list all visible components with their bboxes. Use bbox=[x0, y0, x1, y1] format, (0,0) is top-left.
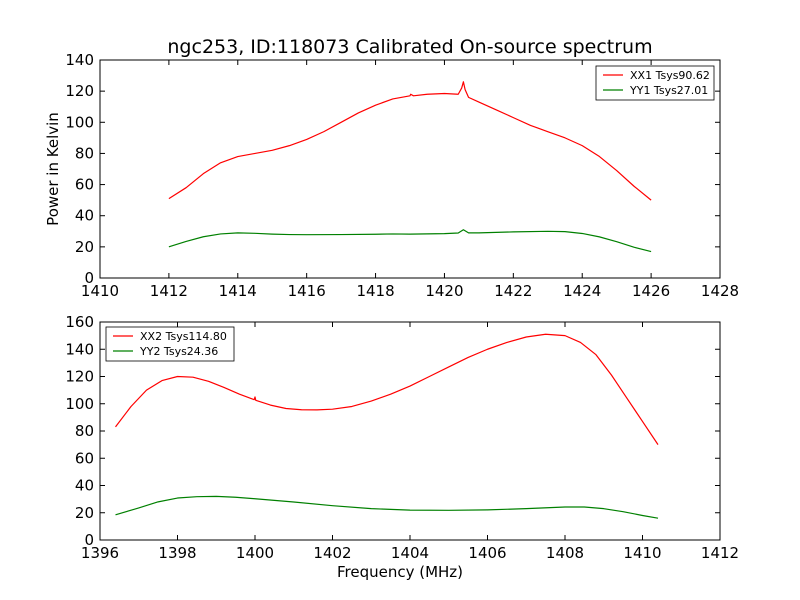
x-axis-label: Frequency (MHz) bbox=[337, 563, 463, 581]
legend: XX2 Tsys114.80 YY2 Tsys24.36 bbox=[105, 326, 235, 362]
x-tick-label: 1416 bbox=[288, 282, 326, 300]
x-tick-label: 1410 bbox=[81, 282, 119, 300]
x-tick-label: 1422 bbox=[494, 282, 532, 300]
x-tick-label: 1404 bbox=[391, 544, 429, 562]
y-tick-label: 40 bbox=[75, 207, 94, 225]
y-tick-label: 160 bbox=[65, 313, 94, 331]
y-tick-label: 80 bbox=[75, 144, 94, 162]
legend-entry-label: YY2 Tsys24.36 bbox=[139, 345, 218, 358]
x-tick-label: 1412 bbox=[701, 544, 739, 562]
x-tick-label: 1400 bbox=[236, 544, 274, 562]
bottom-spectrum-panel: 1396 1398 1400 1402 1404 1406 1408 1410 1412 0 20 4… bbox=[65, 313, 739, 581]
y-tick-label: 20 bbox=[75, 238, 94, 256]
y-tick-label: 60 bbox=[75, 449, 94, 467]
x-tick-label: 1420 bbox=[425, 282, 463, 300]
legend-entry-label: XX1 Tsys90.62 bbox=[630, 69, 710, 82]
x-tick-label: 1396 bbox=[81, 544, 119, 562]
y-tick-label: 120 bbox=[65, 82, 94, 100]
y-tick-label: 60 bbox=[75, 176, 94, 194]
y-tick-label: 0 bbox=[84, 531, 94, 549]
y-tick-label: 0 bbox=[84, 269, 94, 287]
legend-box bbox=[595, 65, 715, 101]
top-spectrum-panel: 1410 1412 1414 1416 1418 1420 1422 1424 1426 1428… bbox=[44, 51, 739, 300]
legend-entry-label: XX2 Tsys114.80 bbox=[140, 330, 227, 343]
y-axis-label: Power in Kelvin bbox=[44, 112, 62, 226]
legend-box bbox=[105, 326, 235, 362]
y-tick-label: 40 bbox=[75, 477, 94, 495]
series-line-yy1 bbox=[168, 229, 652, 253]
x-tick-label: 1410 bbox=[623, 544, 661, 562]
x-tick-label: 1398 bbox=[158, 544, 196, 562]
chart-title: ngc253, ID:118073 Calibrated On-source s… bbox=[167, 36, 652, 58]
x-tick-label: 1402 bbox=[313, 544, 351, 562]
series-line-xx1 bbox=[168, 81, 652, 201]
y-tick-label: 140 bbox=[65, 340, 94, 358]
legend-entry-label: YY1 Tsys27.01 bbox=[629, 84, 708, 97]
y-tick-label: 100 bbox=[65, 113, 94, 131]
series-line-xx2 bbox=[115, 333, 659, 445]
x-tick-label: 1408 bbox=[546, 544, 584, 562]
axes-frame bbox=[99, 59, 721, 279]
legend: XX1 Tsys90.62 YY1 Tsys27.01 bbox=[595, 65, 715, 101]
x-tick-label: 1424 bbox=[563, 282, 601, 300]
y-tick-label: 80 bbox=[75, 422, 94, 440]
y-tick-label: 140 bbox=[65, 51, 94, 69]
y-tick-label: 20 bbox=[75, 504, 94, 522]
x-tick-label: 1406 bbox=[468, 544, 506, 562]
x-tick-label: 1418 bbox=[356, 282, 394, 300]
series-line-yy2 bbox=[115, 495, 659, 519]
x-tick-label: 1412 bbox=[150, 282, 188, 300]
x-tick-label: 1426 bbox=[632, 282, 670, 300]
x-tick-label: 1428 bbox=[701, 282, 739, 300]
y-tick-label: 100 bbox=[65, 395, 94, 413]
x-tick-label: 1414 bbox=[219, 282, 257, 300]
y-tick-label: 120 bbox=[65, 368, 94, 386]
